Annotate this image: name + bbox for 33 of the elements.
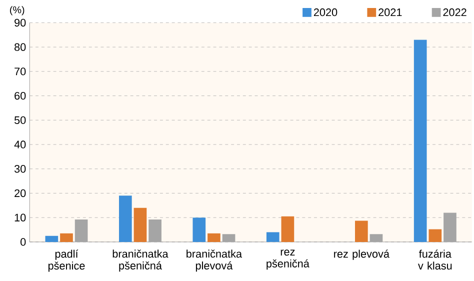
y-tick-label: 40 [14,140,26,148]
x-tick-label: braničnatka plevová [186,249,242,272]
bar [370,234,383,242]
bar [60,233,73,242]
bar [428,229,442,242]
bar [208,233,220,242]
y-tick-label: 20 [14,189,26,197]
y-axis-title: (%) [10,6,24,16]
y-tick-label: 10 [14,214,26,222]
y-tick-label: 80 [14,43,26,51]
y-tick-label: 90 [14,18,26,26]
bar [222,234,236,242]
bar [281,216,294,242]
bar [414,40,427,242]
legend-label: 2020 [314,8,338,16]
x-tick-label: padlí pšenice [48,249,85,272]
bar [192,217,206,242]
bar [355,220,368,242]
y-tick-label: 0 [20,238,26,246]
x-tick-label: rez plevová [334,249,390,260]
x-tick-label: braničnatka pšeničná [112,249,168,272]
y-tick-label: 70 [14,67,26,76]
bar [118,195,132,242]
legend-label: 2022 [443,8,466,16]
legend-label: 2021 [378,8,402,16]
x-tick-label: rez pšeničná [266,249,310,270]
x-tick-label: fuzária v klasu [418,249,452,270]
bar [266,232,280,242]
bar [45,236,58,242]
y-tick-label: 30 [14,164,26,172]
bar [134,208,147,242]
y-tick-label: 60 [14,92,26,100]
y-tick-label: 50 [14,116,26,124]
